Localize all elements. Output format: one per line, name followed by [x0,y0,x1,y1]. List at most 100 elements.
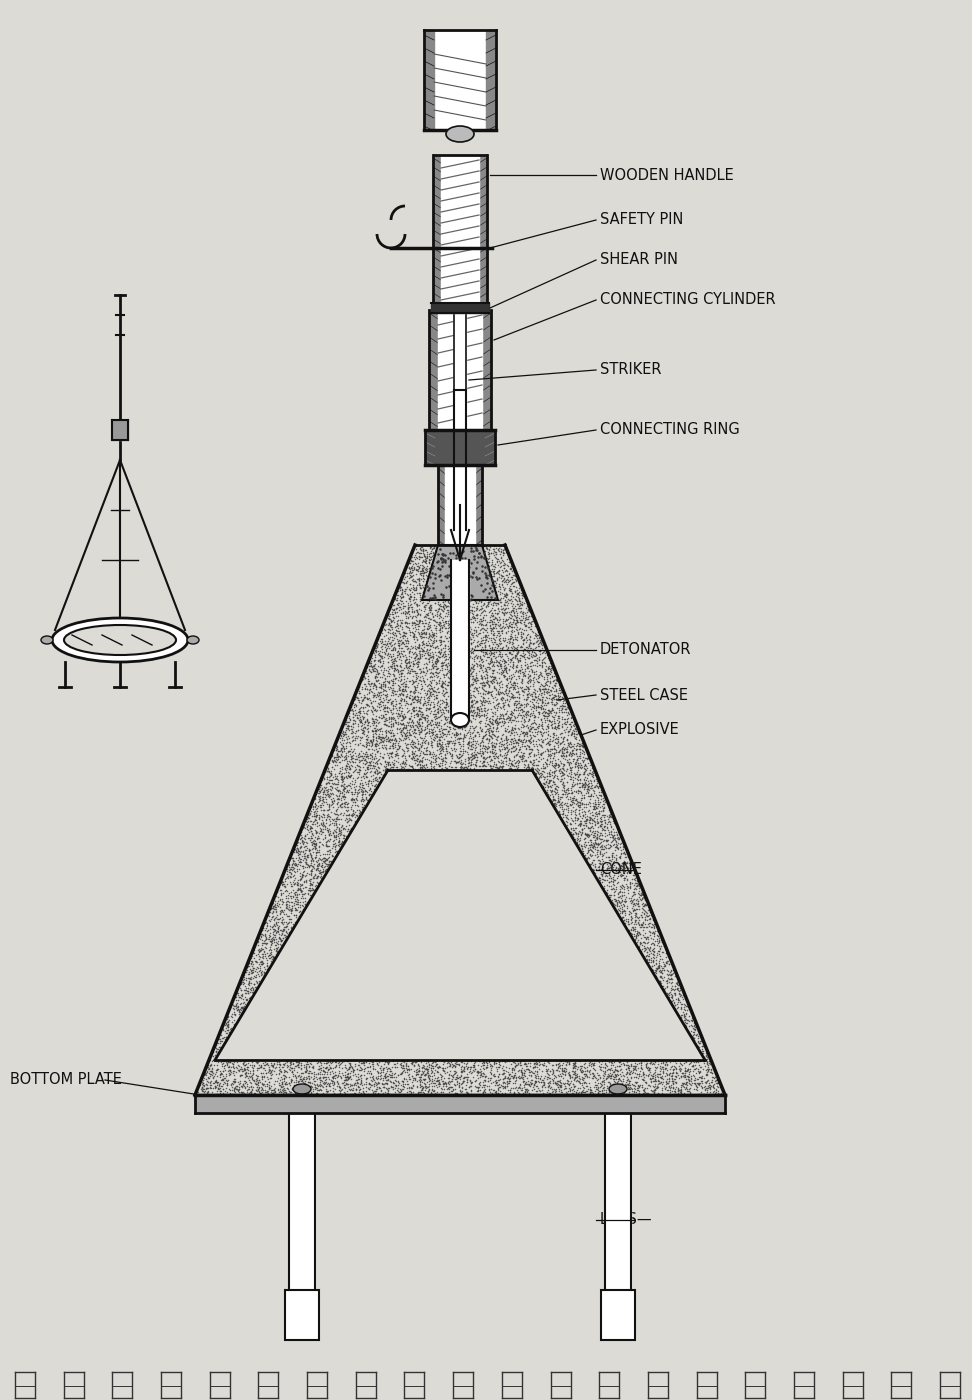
Point [471,722,487,745]
Point [654,980,670,1002]
Point [579,825,595,847]
Point [528,939,543,962]
Point [365,801,381,823]
Point [568,822,583,844]
Point [434,550,449,573]
Point [330,937,345,959]
Point [338,966,354,988]
Point [688,1043,704,1065]
Point [297,1050,313,1072]
Point [482,759,498,781]
Point [295,909,310,931]
Point [522,631,538,654]
Point [412,753,428,776]
Point [609,893,625,916]
Point [454,647,469,669]
Point [678,1049,694,1071]
Point [496,602,511,624]
Point [540,948,556,970]
Point [570,827,585,850]
Point [577,1081,593,1103]
Point [320,895,335,917]
Point [364,672,380,694]
Point [344,1021,360,1043]
Point [621,1023,637,1046]
Point [305,855,321,878]
Point [508,668,524,690]
Point [605,823,620,846]
Point [525,753,540,776]
Point [522,742,538,764]
Point [347,951,363,973]
Point [546,972,562,994]
Point [346,829,362,851]
Point [513,694,529,717]
Point [451,617,467,640]
Point [351,865,366,888]
Point [457,757,472,780]
Point [445,644,461,666]
Point [384,683,399,706]
Point [569,1065,584,1088]
Point [449,648,465,671]
Point [376,923,392,945]
Point [421,596,436,619]
Point [590,785,606,808]
Point [271,960,287,983]
Point [379,1004,395,1026]
Point [459,622,474,644]
Point [552,788,568,811]
Point [339,1032,355,1054]
Point [481,673,497,696]
Point [632,941,647,963]
Point [434,1070,450,1092]
Point [279,1077,295,1099]
Point [708,1068,723,1091]
Point [609,1070,625,1092]
Point [631,875,646,897]
Point [336,974,352,997]
Point [548,857,564,879]
Point [535,1070,550,1092]
Point [536,844,551,867]
Point [397,753,412,776]
Point [565,969,580,991]
Point [630,945,645,967]
Point [236,997,252,1019]
Point [299,962,315,984]
Point [278,1040,294,1063]
Point [387,661,402,683]
Point [447,739,463,762]
Point [371,972,387,994]
Point [422,629,437,651]
Point [682,1042,698,1064]
Point [553,1064,569,1086]
Point [537,1071,552,1093]
Point [356,925,371,948]
Point [561,960,576,983]
Point [412,1065,428,1088]
Point [344,822,360,844]
Point [454,601,469,623]
Point [230,1002,246,1025]
Point [296,1002,312,1025]
Point [273,934,289,956]
Point [559,928,574,951]
Point [364,658,379,680]
Point [514,1061,530,1084]
Point [538,750,553,773]
Point [540,846,556,868]
Point [365,953,381,976]
Point [505,676,521,699]
Point [263,1051,279,1074]
Point [564,722,579,745]
Point [527,942,542,965]
Point [470,696,486,718]
Point [229,1029,245,1051]
Point [351,1032,366,1054]
Point [326,927,341,949]
Point [281,1033,296,1056]
Point [443,647,459,669]
Point [469,624,485,647]
Point [242,979,258,1001]
